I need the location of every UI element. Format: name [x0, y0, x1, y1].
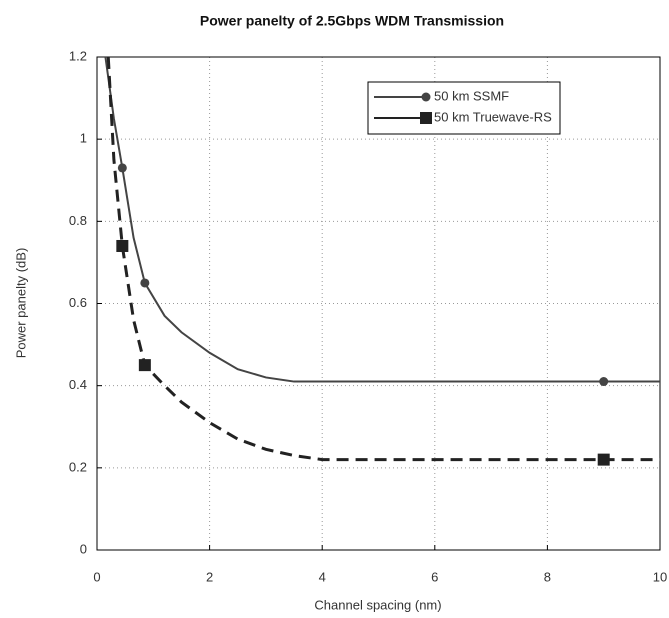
data-point — [117, 163, 127, 173]
y-tick-label: 0.2 — [69, 459, 87, 474]
data-point — [116, 239, 129, 252]
plot-frame — [96, 56, 661, 551]
data-point — [597, 453, 610, 466]
legend-box — [367, 81, 561, 135]
series-line — [104, 56, 660, 383]
x-axis-label: Channel spacing (nm) — [314, 597, 441, 612]
series-line — [106, 56, 660, 462]
data-point — [599, 377, 609, 387]
legend-marker — [421, 92, 431, 102]
x-tick-label: 6 — [431, 569, 438, 584]
y-tick-label: 1.2 — [69, 48, 87, 63]
y-tick-label: 0 — [80, 541, 87, 556]
x-tick-label: 4 — [319, 569, 326, 584]
legend-label: 50 km Truewave-RS — [434, 109, 552, 124]
legend-label: 50 km SSMF — [434, 88, 509, 103]
legend-marker — [420, 112, 432, 124]
y-tick-label: 1 — [80, 131, 87, 146]
x-tick-label: 0 — [93, 569, 100, 584]
chart-title: Power panelty of 2.5Gbps WDM Transmissio… — [200, 13, 504, 29]
data-point — [138, 359, 151, 372]
x-tick-label: 8 — [544, 569, 551, 584]
y-tick-label: 0.6 — [69, 295, 87, 310]
x-tick-label: 2 — [206, 569, 213, 584]
y-tick-label: 0.8 — [69, 213, 87, 228]
data-point — [140, 278, 150, 288]
x-tick-label: 10 — [653, 569, 667, 584]
y-tick-label: 0.4 — [69, 377, 87, 392]
y-axis-label: Power panelty (dB) — [13, 248, 28, 359]
